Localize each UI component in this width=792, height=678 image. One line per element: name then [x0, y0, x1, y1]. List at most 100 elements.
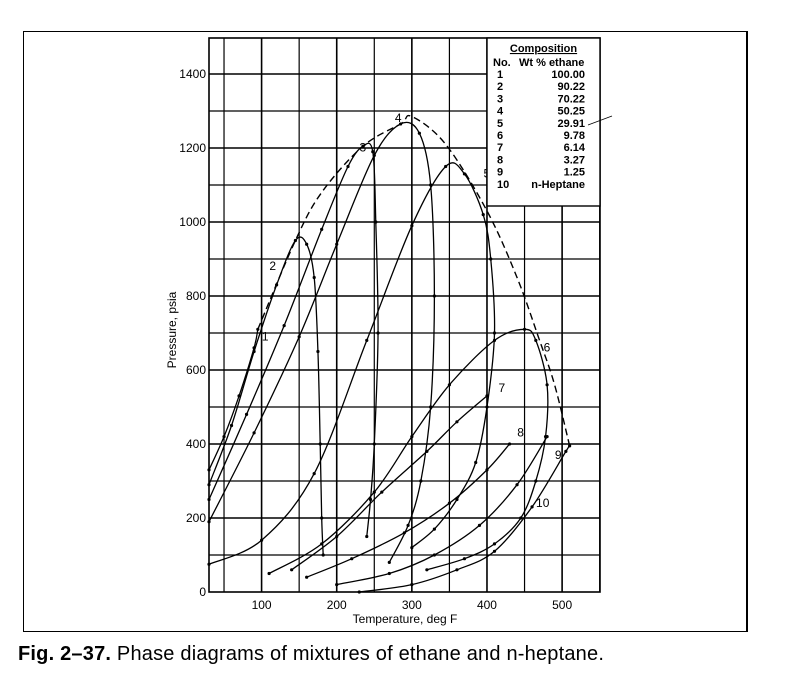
- caption-figure-number: Fig. 2–37.: [18, 643, 112, 665]
- y-tick-label: 200: [186, 511, 206, 525]
- legend-row-value: n-Heptane: [531, 179, 585, 191]
- data-point-marker: [320, 542, 324, 546]
- data-point-marker: [425, 449, 429, 453]
- data-point-marker: [207, 468, 211, 472]
- curve-label-9: 9: [555, 448, 562, 462]
- caption-text: Phase diagrams of mixtures of ethane and…: [111, 643, 605, 665]
- data-point-marker: [444, 164, 448, 169]
- curve-5: [208, 162, 496, 565]
- legend-row-value: 90.22: [557, 81, 585, 93]
- legend-row-value: 100.00: [551, 69, 585, 81]
- data-point-marker: [455, 568, 459, 572]
- curve-2: [208, 236, 324, 556]
- legend-title: Composition: [510, 43, 577, 55]
- y-tick-label: 600: [186, 363, 206, 377]
- curve-label-1: 1: [262, 329, 269, 343]
- data-point-marker: [320, 227, 324, 231]
- curve-9: [336, 436, 548, 586]
- data-point-marker: [318, 442, 322, 446]
- data-point-marker: [320, 516, 324, 520]
- data-point-marker: [312, 275, 316, 280]
- data-point-marker: [267, 571, 271, 576]
- curve-label-4: 4: [395, 111, 402, 125]
- data-point-marker: [380, 490, 384, 494]
- legend-row-no: 8: [497, 154, 503, 166]
- data-point-marker: [350, 557, 354, 561]
- data-point-marker: [387, 560, 391, 565]
- legend-row-no: 7: [497, 142, 503, 154]
- data-point-marker: [335, 583, 339, 587]
- data-point-marker: [207, 520, 211, 524]
- data-point-marker: [545, 435, 549, 439]
- legend-row-value: 29.91: [557, 118, 585, 130]
- data-point-marker: [489, 257, 493, 261]
- y-axis-label: Pressure, psia: [165, 291, 179, 368]
- grid-lines: [209, 38, 601, 592]
- legend-row-value: 70.22: [557, 93, 585, 105]
- legend-row-value: 1.25: [564, 167, 585, 179]
- data-point-marker: [297, 335, 301, 339]
- data-point-marker: [485, 394, 489, 398]
- legend-row-no: 2: [497, 81, 503, 93]
- data-point-marker: [321, 553, 325, 557]
- legend-row-no: 4: [497, 106, 504, 118]
- data-point-marker: [368, 497, 373, 502]
- x-tick-label: 100: [252, 598, 272, 612]
- data-point-marker: [372, 442, 376, 446]
- y-tick-label: 1000: [179, 215, 206, 229]
- curve-label-6: 6: [544, 341, 551, 355]
- data-point-marker: [447, 383, 452, 387]
- y-tick-label: 0: [199, 585, 206, 599]
- data-point-marker: [335, 534, 339, 539]
- data-point-marker: [372, 153, 376, 157]
- curve-label-8: 8: [517, 426, 524, 440]
- data-point-marker: [374, 220, 378, 224]
- data-point-marker: [522, 327, 527, 331]
- data-point-marker: [410, 435, 414, 439]
- data-point-marker: [492, 338, 497, 342]
- y-tick-label: 800: [186, 289, 206, 303]
- data-point-marker: [492, 331, 497, 335]
- data-point-marker: [244, 412, 249, 416]
- legend-row-value: 6.14: [564, 142, 586, 154]
- legend-row-no: 9: [497, 167, 503, 179]
- data-point-marker: [447, 501, 452, 505]
- data-point-marker: [485, 468, 489, 472]
- curve-6: [268, 328, 549, 575]
- data-point-marker: [335, 242, 339, 246]
- legend-row-value: 50.25: [557, 106, 585, 118]
- data-point-marker: [492, 549, 497, 553]
- data-point-marker: [293, 238, 297, 243]
- data-point-marker: [462, 557, 467, 561]
- data-point-marker: [432, 553, 436, 557]
- data-point-marker: [312, 472, 316, 476]
- data-point-marker: [417, 131, 421, 135]
- data-point-marker: [477, 523, 482, 528]
- x-tick-label: 400: [477, 598, 497, 612]
- data-point-marker: [410, 583, 414, 587]
- data-point-marker: [207, 483, 211, 487]
- legend-row-no: 5: [497, 118, 503, 130]
- data-point-marker: [207, 497, 211, 502]
- data-point-marker: [290, 568, 294, 572]
- axes: 100 200 300 400 500 0 200 400 600 800 1000 1200 1400: [179, 37, 601, 612]
- legend-row-no: 3: [497, 93, 503, 105]
- legend-row-value: 3.27: [564, 154, 585, 166]
- data-point-marker: [530, 505, 534, 509]
- data-point-marker: [365, 338, 369, 342]
- x-axis-label: Temperature, deg F: [353, 612, 458, 626]
- data-point-marker: [252, 349, 256, 354]
- data-point-marker: [406, 523, 410, 528]
- data-point-marker: [425, 568, 429, 572]
- curve-label-2: 2: [269, 259, 276, 273]
- data-point-marker: [410, 224, 414, 228]
- legend-row-no: 6: [497, 130, 503, 142]
- x-tick-label: 500: [552, 598, 572, 612]
- data-point-marker: [515, 483, 519, 487]
- data-point-marker: [485, 405, 489, 409]
- figure-caption: Fig. 2–37. Phase diagrams of mixtures of…: [18, 643, 604, 666]
- y-tick-label: 400: [186, 437, 206, 451]
- data-point-marker: [357, 590, 361, 594]
- data-point-marker: [376, 331, 380, 335]
- data-point-marker: [507, 442, 512, 446]
